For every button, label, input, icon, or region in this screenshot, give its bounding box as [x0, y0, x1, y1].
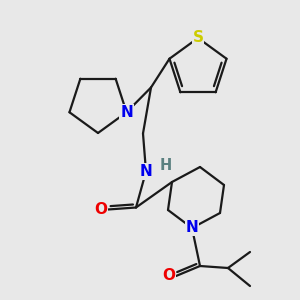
Text: O: O: [94, 202, 107, 217]
Text: N: N: [186, 220, 198, 236]
Text: N: N: [140, 164, 152, 179]
Text: N: N: [120, 105, 133, 120]
Text: O: O: [163, 268, 176, 284]
Text: S: S: [193, 31, 203, 46]
Text: H: H: [160, 158, 172, 173]
